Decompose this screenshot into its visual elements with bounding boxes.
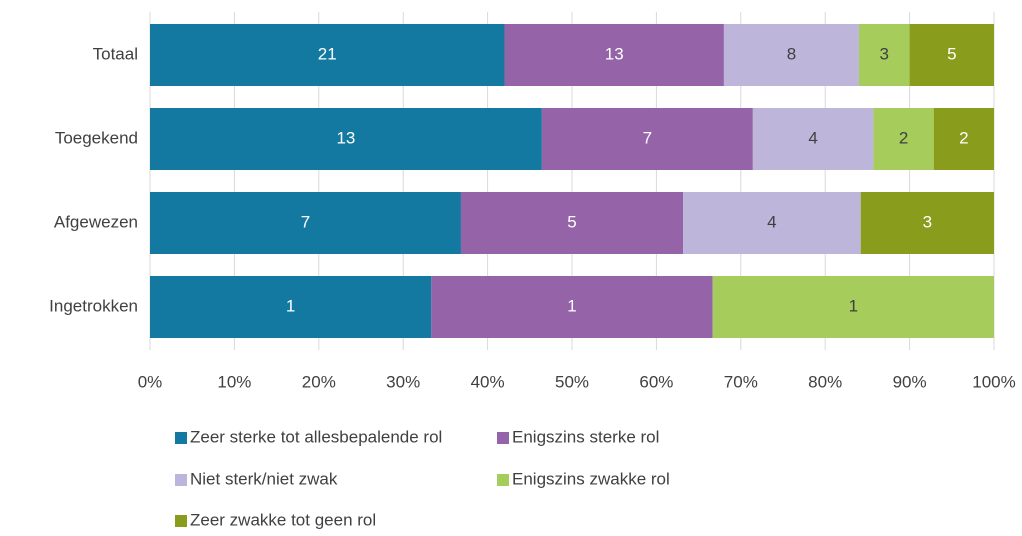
x-tick-label: 70% — [724, 372, 758, 391]
data-label: 5 — [947, 44, 956, 63]
bar-segment — [460, 192, 684, 254]
bar-segment — [712, 276, 994, 338]
data-label: 1 — [849, 296, 858, 315]
x-tick-label: 30% — [386, 372, 420, 391]
data-label: 1 — [286, 296, 295, 315]
bar-segment — [150, 24, 505, 86]
bar-segment — [431, 276, 713, 338]
legend-swatch — [175, 515, 187, 527]
legend-label: Enigszins sterke rol — [512, 427, 659, 446]
legend-label: Enigszins zwakke rol — [512, 469, 670, 488]
x-tick-label: 40% — [471, 372, 505, 391]
bar-segment — [873, 108, 934, 170]
data-label: 1 — [567, 296, 576, 315]
data-label: 8 — [787, 44, 796, 63]
y-tick-label: Afgewezen — [54, 212, 138, 231]
bar-segment — [860, 192, 994, 254]
legend-label: Niet sterk/niet zwak — [190, 469, 338, 488]
bar-segment — [150, 108, 542, 170]
x-tick-label: 20% — [302, 372, 336, 391]
data-label: 21 — [318, 44, 337, 63]
legend-swatch — [175, 432, 187, 444]
bar-segment — [909, 24, 994, 86]
data-label: 4 — [808, 128, 817, 147]
x-tick-label: 100% — [972, 372, 1015, 391]
data-label: 13 — [336, 128, 355, 147]
x-tick-label: 60% — [639, 372, 673, 391]
y-tick-label: Totaal — [93, 44, 138, 63]
x-tick-label: 10% — [217, 372, 251, 391]
data-label: 3 — [923, 212, 932, 231]
y-tick-label: Toegekend — [55, 128, 138, 147]
data-label: 5 — [567, 212, 576, 231]
legend-swatch — [497, 474, 509, 486]
data-label: 7 — [643, 128, 652, 147]
data-label: 2 — [899, 128, 908, 147]
x-tick-label: 80% — [808, 372, 842, 391]
data-label: 2 — [959, 128, 968, 147]
bar-segment — [723, 24, 859, 86]
x-tick-label: 0% — [138, 372, 163, 391]
bar-segment — [150, 276, 432, 338]
bar-segment — [683, 192, 861, 254]
bar-segment — [752, 108, 874, 170]
legend-swatch — [175, 474, 187, 486]
bar-segment — [504, 24, 724, 86]
x-tick-label: 90% — [893, 372, 927, 391]
data-label: 4 — [767, 212, 776, 231]
data-label: 7 — [301, 212, 310, 231]
data-label: 3 — [880, 44, 889, 63]
legend-label: Zeer sterke tot allesbepalende rol — [190, 427, 442, 446]
bar-segment — [150, 192, 461, 254]
bar-segment — [858, 24, 910, 86]
bar-segment — [933, 108, 994, 170]
x-tick-label: 50% — [555, 372, 589, 391]
y-tick-label: Ingetrokken — [49, 296, 138, 315]
legend-label: Zeer zwakke tot geen rol — [190, 510, 376, 529]
data-label: 13 — [605, 44, 624, 63]
bar-segment — [541, 108, 753, 170]
legend-swatch — [497, 432, 509, 444]
